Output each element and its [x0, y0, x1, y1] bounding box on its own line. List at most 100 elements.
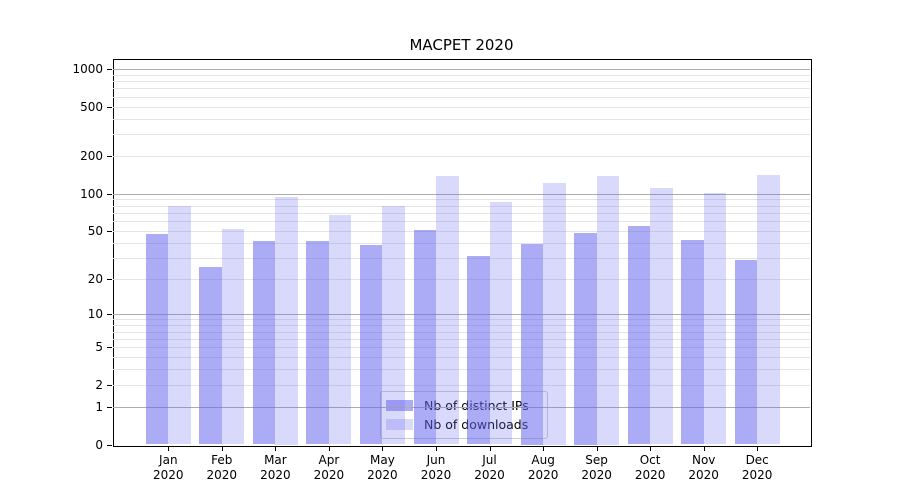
bar-distinct-ips [145, 234, 169, 445]
legend-swatch-distinct-ips [386, 400, 413, 411]
bar-distinct-ips [306, 241, 329, 445]
gridline-minor [113, 279, 810, 280]
x-tick-label: Aug 2020 [527, 452, 559, 482]
legend-swatch-downloads [386, 419, 413, 430]
bar-downloads [543, 182, 566, 445]
gridline-minor [113, 257, 810, 259]
y-tick-label: 100 [80, 186, 103, 201]
x-tick-mark [275, 445, 277, 451]
gridline-minor [113, 221, 810, 223]
bar-distinct-ips [467, 256, 490, 445]
gridline-minor [113, 106, 810, 108]
gridline-minor [113, 369, 810, 371]
y-tick-label: 1000 [72, 62, 103, 76]
y-tick-label: 200 [80, 149, 103, 164]
gridline-minor [113, 88, 810, 90]
bar-distinct-ips [199, 267, 222, 445]
legend-item-distinct-ips: Nb of distinct IPs [386, 397, 539, 414]
bar-distinct-ips [413, 229, 436, 445]
gridline-major [113, 193, 810, 195]
y-tick-mark [107, 193, 112, 195]
y-tick-label: 1 [95, 399, 103, 414]
y-tick-mark [107, 384, 112, 386]
bar-distinct-ips [681, 240, 704, 445]
x-tick-label: Jul 2020 [474, 452, 505, 482]
y-tick-label: 20 [87, 272, 103, 286]
bar-downloads [328, 215, 352, 445]
y-tick-mark [107, 347, 112, 349]
gridline-minor [113, 338, 810, 340]
y-tick-label: 500 [80, 99, 103, 114]
bar-distinct-ips [359, 245, 383, 445]
x-tick-mark [328, 445, 330, 451]
y-tick-mark [107, 230, 112, 232]
bar-downloads [221, 228, 245, 445]
y-tick-mark [107, 279, 112, 280]
x-tick-mark [221, 445, 223, 451]
gridline-minor [113, 96, 810, 98]
y-tick-label: 5 [95, 340, 103, 355]
x-tick-label: Mar 2020 [260, 452, 291, 482]
x-tick-mark [757, 445, 759, 451]
gridline-minor [113, 156, 810, 158]
gridline-minor [113, 199, 810, 201]
bar-downloads [703, 192, 727, 445]
bar-downloads [168, 205, 191, 445]
gridline-minor [113, 81, 810, 83]
y-tick-label: 2 [95, 377, 103, 392]
bar-distinct-ips [252, 241, 276, 445]
gridline-minor [113, 134, 810, 136]
gridline-major [113, 314, 810, 316]
gridline-minor [113, 118, 810, 120]
gridline-major [113, 406, 810, 408]
gridline-minor [113, 230, 810, 232]
y-tick-label: 0 [95, 437, 103, 452]
bar-distinct-ips [734, 259, 758, 445]
x-tick-mark [650, 445, 652, 451]
gridline-major [113, 69, 810, 70]
x-tick-mark [168, 445, 170, 451]
x-tick-label: Sep 2020 [581, 452, 612, 482]
x-tick-mark [543, 445, 545, 451]
gridline-minor [113, 74, 810, 76]
x-tick-mark [596, 445, 598, 451]
y-tick-mark [107, 156, 112, 158]
bar-distinct-ips [574, 233, 597, 445]
bar-downloads [596, 175, 620, 445]
x-tick-label: Jun 2020 [420, 452, 452, 482]
bar-distinct-ips [627, 225, 651, 445]
bar-downloads [650, 187, 673, 445]
y-tick-label: 50 [87, 223, 103, 238]
x-tick-label: May 2020 [367, 452, 398, 482]
gridline-minor [113, 242, 810, 244]
legend-item-downloads: Nb of downloads [386, 416, 539, 433]
y-tick-mark [107, 444, 112, 446]
y-tick-mark [107, 406, 112, 408]
x-tick-label: Nov 2020 [688, 452, 719, 482]
x-tick-label: Jan 2020 [153, 452, 184, 482]
y-tick-mark [107, 106, 112, 108]
gridline-minor [113, 212, 810, 214]
y-tick-mark [107, 69, 112, 70]
legend: Nb of distinct IPs Nb of downloads [380, 391, 548, 439]
x-tick-mark [489, 445, 491, 451]
x-tick-label: Oct 2020 [634, 452, 666, 482]
y-tick-mark [107, 314, 112, 316]
gridline-minor [113, 205, 810, 207]
gridline-minor [113, 325, 810, 327]
x-tick-label: Dec 2020 [741, 452, 773, 482]
gridline-minor [113, 319, 810, 321]
gridline-minor [113, 384, 810, 386]
gridline-minor [113, 347, 810, 349]
x-tick-mark [703, 445, 705, 451]
x-tick-label: Apr 2020 [313, 452, 345, 482]
bar-downloads [436, 175, 459, 445]
x-tick-label: Feb 2020 [206, 452, 238, 482]
bar-downloads [489, 201, 512, 445]
x-tick-mark [382, 445, 384, 451]
chart-title: MACPET 2020 [409, 36, 514, 54]
bar-downloads [382, 205, 405, 445]
gridline-minor [113, 331, 810, 333]
bar-downloads [275, 197, 298, 445]
